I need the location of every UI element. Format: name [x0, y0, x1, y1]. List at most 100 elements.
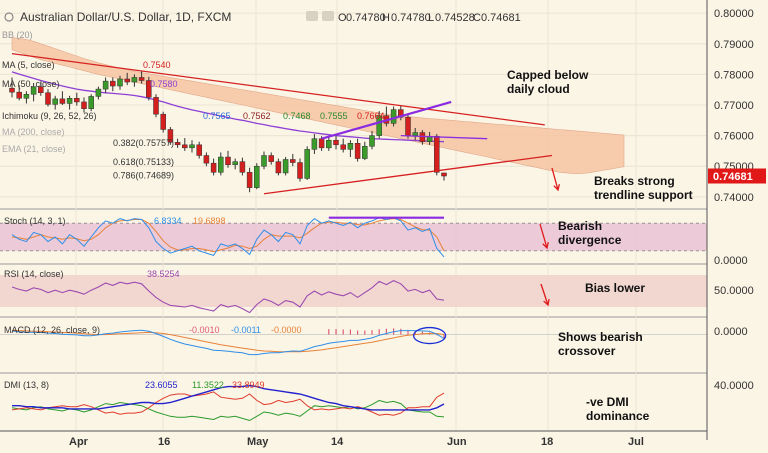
- candle-body: [333, 139, 339, 146]
- ichimoku-value-1: 0.7565: [203, 111, 231, 121]
- trendlines: [11, 52, 553, 195]
- price-arrow-head: [553, 184, 561, 192]
- candle-body: [282, 159, 289, 174]
- candle-body: [95, 88, 102, 97]
- settings-icon[interactable]: [322, 11, 334, 21]
- dmi-label[interactable]: DMI (13, 8): [4, 380, 49, 390]
- candle-body: [210, 162, 217, 173]
- candle-body: [9, 87, 15, 93]
- macd-signal-value: -0.0000: [271, 325, 302, 335]
- ohlc-low-key: L: [428, 12, 434, 24]
- ohlc-low-value: 0.74528: [435, 12, 475, 24]
- macd-line-value: -0.0011: [231, 325, 261, 335]
- ichimoku-label[interactable]: Ichimoku (9, 26, 52, 26): [2, 111, 97, 121]
- macd-axis-tick: 0.0000: [714, 326, 748, 338]
- dmi-minus-value: 33.8949: [232, 380, 265, 390]
- chart-header: Australian Dollar/U.S. Dollar, 1D, FXCM …: [4, 10, 521, 24]
- cloud-area: [11, 37, 625, 174]
- ma200-label[interactable]: MA (200, close): [2, 127, 65, 137]
- annotations: Capped below daily cloud Breaks strong t…: [507, 68, 693, 423]
- price-tick: 0.77000: [714, 100, 754, 112]
- candle-body: [340, 144, 346, 150]
- annotation-arrows: [539, 167, 561, 307]
- stoch-d-value: 19.6898: [193, 216, 226, 226]
- ma50-label[interactable]: MA (50, close): [2, 79, 60, 89]
- macd-label[interactable]: MACD (12, 26, close, 9): [4, 325, 100, 335]
- annotation-capped-line2: daily cloud: [507, 82, 570, 96]
- rsi-arrow-head: [543, 298, 550, 307]
- candle-body: [30, 86, 37, 95]
- price-axis[interactable]: 0.80000 0.79000 0.78000 0.77000 0.76000 …: [706, 0, 768, 453]
- annotation-crossover-line2: crossover: [558, 344, 616, 358]
- candle-body: [347, 143, 354, 150]
- header-icons: [306, 11, 334, 21]
- bb-label[interactable]: BB (20): [2, 30, 33, 40]
- candle-body: [369, 135, 375, 147]
- candle-body: [297, 162, 303, 179]
- rsi-label[interactable]: RSI (14, close): [4, 269, 64, 279]
- ohlc-close-key: C: [473, 12, 481, 24]
- stoch-d-line: [11, 218, 445, 253]
- candle-body: [59, 98, 66, 104]
- dmi-axis-tick: 40.0000: [714, 380, 754, 392]
- stoch-axis-tick: 0.0000: [714, 255, 748, 267]
- price-tick: 0.80000: [714, 8, 754, 20]
- eye-icon[interactable]: [306, 11, 318, 21]
- ohlc-high-value: 0.74780: [391, 12, 431, 24]
- candle-body: [304, 149, 310, 179]
- candle-body: [311, 138, 318, 150]
- candle-body: [110, 80, 116, 87]
- ichimoku-value-5: 0.7664: [357, 111, 385, 121]
- price-arrow: [551, 167, 559, 191]
- stoch-k-line: [11, 217, 445, 258]
- annotation-breaks-line1: Breaks strong: [594, 174, 675, 188]
- candle-body: [290, 159, 296, 163]
- candle-body: [52, 98, 58, 105]
- ema21-label[interactable]: EMA (21, close): [2, 144, 66, 154]
- annotation-bearish-line1: Bearish: [558, 219, 602, 233]
- candle-body: [38, 86, 44, 94]
- candle-body: [124, 78, 130, 83]
- time-axis[interactable]: Apr 16 May 14 Jun 18 Jul: [0, 430, 707, 448]
- price-tick: 0.76000: [714, 131, 754, 143]
- fib-level-0618: 0.618(0.75133): [113, 157, 174, 167]
- candle-body: [261, 155, 267, 167]
- candle-body: [88, 96, 94, 109]
- svg-text:O 0.74780 H: O 0.74780 H 0.74780 L 0.74528 C 0.74681: [338, 12, 521, 24]
- rsi-arrow: [540, 283, 549, 306]
- dmi-plus-value: 11.3522: [192, 380, 224, 390]
- time-tick: Jul: [628, 436, 644, 448]
- candle-body: [218, 156, 224, 173]
- candle-body: [196, 144, 202, 156]
- stoch-label[interactable]: Stoch (14, 3, 1): [4, 216, 66, 226]
- candle-body: [167, 129, 174, 143]
- price-tick: 0.78000: [714, 69, 754, 81]
- rsi-axis-tick: 50.0000: [714, 285, 754, 297]
- ohlc-open-value: 0.74780: [346, 12, 386, 24]
- resistance-trendline: [11, 52, 545, 126]
- ma5-value: 0.7540: [143, 60, 171, 70]
- ohlc-high-key: H: [382, 12, 390, 24]
- annotation-capped-line1: Capped below: [507, 68, 589, 82]
- collapse-icon[interactable]: [4, 12, 14, 22]
- candle-body: [376, 115, 382, 136]
- annotation-bias: Bias lower: [585, 281, 645, 295]
- stoch-arrow: [539, 223, 548, 249]
- fib-level-0786: 0.786(0.74689): [113, 171, 174, 181]
- rsi-line: [11, 279, 445, 314]
- adx-line: [12, 384, 445, 411]
- candle-body: [434, 135, 440, 173]
- time-tick: 16: [158, 436, 170, 448]
- candle-body: [81, 101, 87, 109]
- price-axis-bg: [707, 0, 768, 453]
- candle-body: [153, 97, 159, 115]
- candle-body: [275, 161, 282, 174]
- time-tick: Apr: [69, 436, 89, 448]
- ichimoku-value-2: 0.7562: [243, 111, 271, 121]
- annotation-breaks-line2: trendline support: [594, 188, 693, 202]
- crossover-circle: [412, 326, 447, 345]
- ohlc-close-value: 0.74681: [481, 12, 521, 24]
- ma5-label[interactable]: MA (5, close): [2, 60, 55, 70]
- ohlc-open-key: O: [338, 12, 347, 24]
- indicator-legend: BB (20) MA (5, close) 0.7540 MA (50, clo…: [2, 30, 385, 181]
